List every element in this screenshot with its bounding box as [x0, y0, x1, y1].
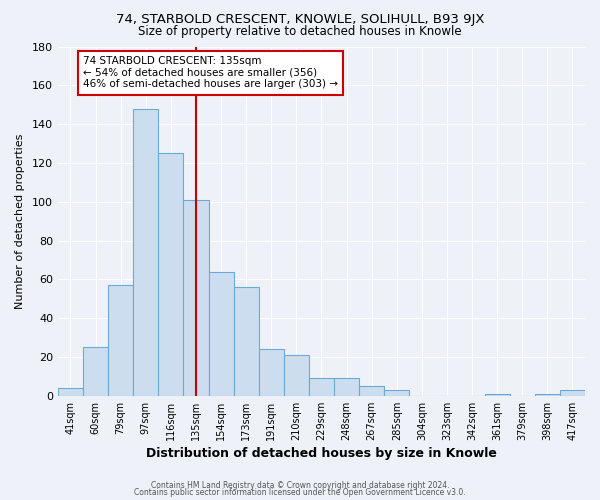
- Text: Contains public sector information licensed under the Open Government Licence v3: Contains public sector information licen…: [134, 488, 466, 497]
- Y-axis label: Number of detached properties: Number of detached properties: [15, 134, 25, 309]
- Bar: [83, 348, 108, 396]
- Bar: [284, 355, 309, 396]
- Text: Size of property relative to detached houses in Knowle: Size of property relative to detached ho…: [138, 25, 462, 38]
- Bar: [184, 200, 209, 396]
- Bar: [233, 287, 259, 396]
- Bar: [259, 349, 284, 396]
- Bar: [209, 272, 233, 396]
- Text: 74, STARBOLD CRESCENT, KNOWLE, SOLIHULL, B93 9JX: 74, STARBOLD CRESCENT, KNOWLE, SOLIHULL,…: [116, 12, 484, 26]
- Text: Contains HM Land Registry data © Crown copyright and database right 2024.: Contains HM Land Registry data © Crown c…: [151, 480, 449, 490]
- Bar: [560, 390, 585, 396]
- Bar: [535, 394, 560, 396]
- Bar: [485, 394, 510, 396]
- X-axis label: Distribution of detached houses by size in Knowle: Distribution of detached houses by size …: [146, 447, 497, 460]
- Bar: [58, 388, 83, 396]
- Bar: [334, 378, 359, 396]
- Bar: [133, 108, 158, 396]
- Bar: [158, 153, 184, 396]
- Bar: [108, 285, 133, 396]
- Bar: [384, 390, 409, 396]
- Bar: [309, 378, 334, 396]
- Text: 74 STARBOLD CRESCENT: 135sqm
← 54% of detached houses are smaller (356)
46% of s: 74 STARBOLD CRESCENT: 135sqm ← 54% of de…: [83, 56, 338, 90]
- Bar: [359, 386, 384, 396]
